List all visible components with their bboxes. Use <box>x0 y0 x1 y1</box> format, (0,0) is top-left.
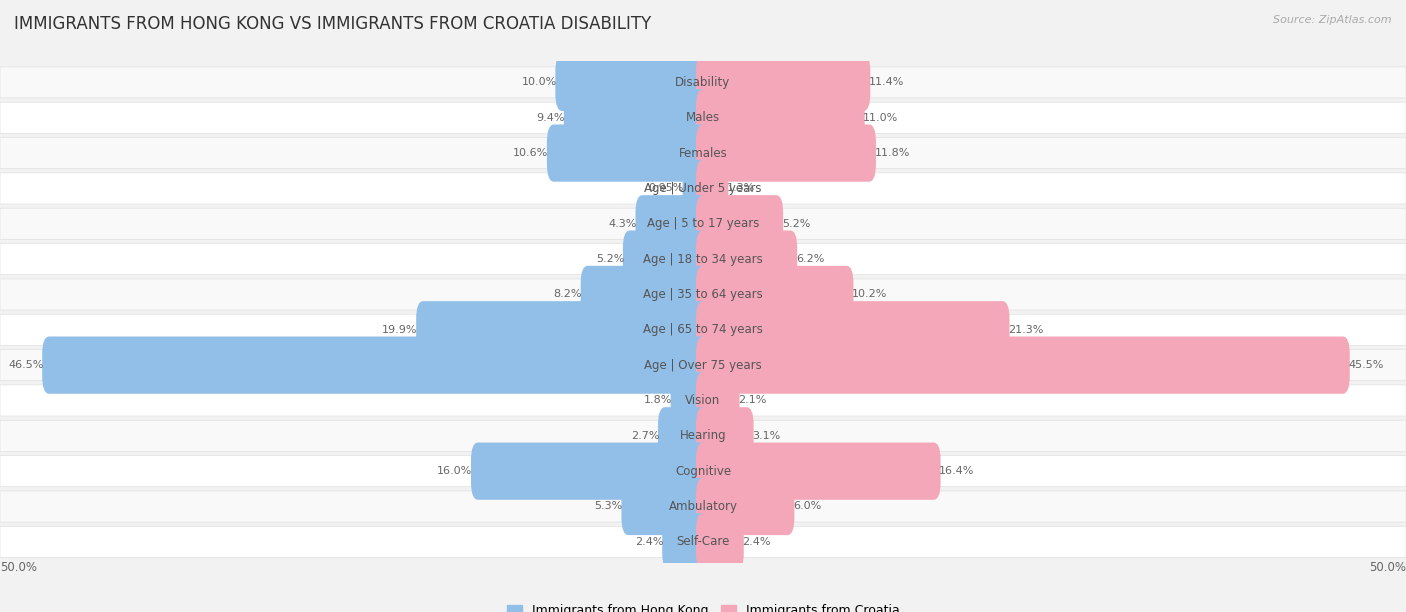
Text: 10.0%: 10.0% <box>522 77 557 88</box>
Text: Age | 18 to 34 years: Age | 18 to 34 years <box>643 253 763 266</box>
Text: Age | 5 to 17 years: Age | 5 to 17 years <box>647 217 759 230</box>
FancyBboxPatch shape <box>621 478 710 535</box>
FancyBboxPatch shape <box>547 124 710 182</box>
Text: 11.8%: 11.8% <box>875 148 910 158</box>
FancyBboxPatch shape <box>671 372 710 429</box>
FancyBboxPatch shape <box>0 102 1406 133</box>
FancyBboxPatch shape <box>0 244 1406 275</box>
Text: 21.3%: 21.3% <box>1008 325 1043 335</box>
FancyBboxPatch shape <box>0 138 1406 169</box>
Text: 11.0%: 11.0% <box>863 113 898 123</box>
FancyBboxPatch shape <box>416 301 710 359</box>
FancyBboxPatch shape <box>662 513 710 570</box>
FancyBboxPatch shape <box>623 231 710 288</box>
FancyBboxPatch shape <box>696 301 1010 359</box>
Text: Cognitive: Cognitive <box>675 465 731 477</box>
Text: Age | 35 to 64 years: Age | 35 to 64 years <box>643 288 763 301</box>
FancyBboxPatch shape <box>0 67 1406 98</box>
Text: 45.5%: 45.5% <box>1348 360 1384 370</box>
Text: IMMIGRANTS FROM HONG KONG VS IMMIGRANTS FROM CROATIA DISABILITY: IMMIGRANTS FROM HONG KONG VS IMMIGRANTS … <box>14 15 651 33</box>
FancyBboxPatch shape <box>555 54 710 111</box>
Text: 16.0%: 16.0% <box>437 466 472 476</box>
FancyBboxPatch shape <box>696 478 794 535</box>
FancyBboxPatch shape <box>696 231 797 288</box>
Text: Age | 65 to 74 years: Age | 65 to 74 years <box>643 323 763 336</box>
Text: Age | Over 75 years: Age | Over 75 years <box>644 359 762 371</box>
Text: 2.4%: 2.4% <box>636 537 664 547</box>
Text: Ambulatory: Ambulatory <box>668 500 738 513</box>
FancyBboxPatch shape <box>696 442 941 500</box>
Text: 50.0%: 50.0% <box>0 561 37 574</box>
Text: 10.2%: 10.2% <box>852 289 887 299</box>
Text: 10.6%: 10.6% <box>513 148 548 158</box>
Text: 5.2%: 5.2% <box>782 218 810 229</box>
FancyBboxPatch shape <box>696 124 876 182</box>
Text: 1.3%: 1.3% <box>727 184 755 193</box>
FancyBboxPatch shape <box>683 160 710 217</box>
Text: 8.2%: 8.2% <box>554 289 582 299</box>
Text: 50.0%: 50.0% <box>1369 561 1406 574</box>
Text: Vision: Vision <box>685 394 721 407</box>
FancyBboxPatch shape <box>0 420 1406 452</box>
Text: 4.3%: 4.3% <box>609 218 637 229</box>
Text: 5.2%: 5.2% <box>596 254 624 264</box>
FancyBboxPatch shape <box>0 173 1406 204</box>
FancyBboxPatch shape <box>0 491 1406 522</box>
FancyBboxPatch shape <box>0 455 1406 487</box>
Text: 11.4%: 11.4% <box>869 77 904 88</box>
FancyBboxPatch shape <box>696 160 728 217</box>
FancyBboxPatch shape <box>696 54 870 111</box>
Text: Self-Care: Self-Care <box>676 536 730 548</box>
FancyBboxPatch shape <box>696 89 865 146</box>
FancyBboxPatch shape <box>581 266 710 323</box>
Text: 46.5%: 46.5% <box>8 360 44 370</box>
FancyBboxPatch shape <box>696 195 783 252</box>
Text: 6.2%: 6.2% <box>796 254 824 264</box>
FancyBboxPatch shape <box>696 407 754 465</box>
Text: 2.7%: 2.7% <box>631 431 659 441</box>
FancyBboxPatch shape <box>0 385 1406 416</box>
Text: Age | Under 5 years: Age | Under 5 years <box>644 182 762 195</box>
Text: 6.0%: 6.0% <box>793 501 821 512</box>
Text: 0.95%: 0.95% <box>648 184 685 193</box>
FancyBboxPatch shape <box>658 407 710 465</box>
Text: 5.3%: 5.3% <box>595 501 623 512</box>
FancyBboxPatch shape <box>0 279 1406 310</box>
Text: Hearing: Hearing <box>679 429 727 442</box>
FancyBboxPatch shape <box>696 266 853 323</box>
Text: Males: Males <box>686 111 720 124</box>
Text: 1.8%: 1.8% <box>644 395 672 406</box>
FancyBboxPatch shape <box>42 337 710 394</box>
Text: 9.4%: 9.4% <box>537 113 565 123</box>
FancyBboxPatch shape <box>0 314 1406 345</box>
Text: 2.4%: 2.4% <box>742 537 770 547</box>
Text: 19.9%: 19.9% <box>382 325 418 335</box>
FancyBboxPatch shape <box>564 89 710 146</box>
Text: 2.1%: 2.1% <box>738 395 766 406</box>
FancyBboxPatch shape <box>0 526 1406 558</box>
FancyBboxPatch shape <box>696 372 740 429</box>
FancyBboxPatch shape <box>0 349 1406 381</box>
FancyBboxPatch shape <box>471 442 710 500</box>
FancyBboxPatch shape <box>0 208 1406 239</box>
Legend: Immigrants from Hong Kong, Immigrants from Croatia: Immigrants from Hong Kong, Immigrants fr… <box>502 599 904 612</box>
Text: 16.4%: 16.4% <box>939 466 974 476</box>
FancyBboxPatch shape <box>636 195 710 252</box>
FancyBboxPatch shape <box>696 513 744 570</box>
Text: 3.1%: 3.1% <box>752 431 780 441</box>
Text: Disability: Disability <box>675 76 731 89</box>
FancyBboxPatch shape <box>696 337 1350 394</box>
Text: Females: Females <box>679 147 727 160</box>
Text: Source: ZipAtlas.com: Source: ZipAtlas.com <box>1274 15 1392 25</box>
